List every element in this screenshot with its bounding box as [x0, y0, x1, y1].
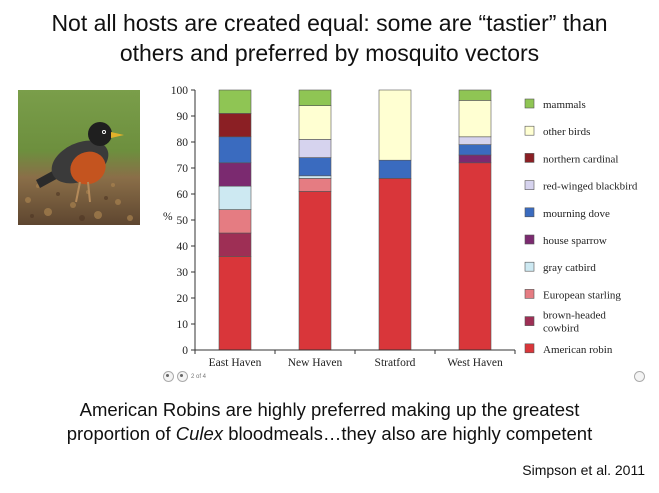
legend-label-european-starling: European starling [543, 289, 621, 301]
bar-segment-stratford-mourning-dove [378, 159, 412, 179]
y-tick-label: 80 [177, 137, 189, 149]
legend-label-red-winged-blackbird: red-winged blackbird [543, 181, 638, 193]
legend-swatch-house-sparrow [524, 234, 535, 245]
legend-label-gray-catbird: gray catbird [543, 262, 596, 274]
bar-segment-new-haven-red-winged-blackbird [298, 139, 332, 158]
pager: 2 of 4 [163, 371, 206, 382]
bars-layer [218, 89, 492, 351]
bar-segment-east-haven-mammals [218, 89, 252, 114]
bar-segment-east-haven-northern-cardinal [218, 113, 252, 138]
x-tick-label-new-haven: New Haven [288, 357, 343, 369]
bar-segment-east-haven-american-robin [218, 256, 252, 351]
x-tick-label-stratford: Stratford [375, 357, 416, 369]
legend-label-brown-headed-cowbird: brown-headed cowbird [543, 310, 606, 335]
y-tick-label: 90 [177, 111, 189, 123]
bar-segment-west-haven-american-robin [458, 162, 492, 351]
caption-line-2: proportion of Culex bloodmeals…they also… [0, 422, 659, 446]
bar-segment-new-haven-american-robin [298, 191, 332, 351]
legend-swatch-european-starling [524, 289, 535, 299]
bar-segment-east-haven-european-starling [218, 209, 252, 234]
y-tick-label: 40 [177, 241, 189, 253]
legend-label-northern-cardinal: northern cardinal [543, 153, 618, 165]
american-robin-photo [18, 90, 140, 225]
y-tick-label: 60 [177, 189, 189, 201]
caption-line-1: American Robins are highly preferred mak… [79, 399, 580, 420]
legend-swatch-american-robin [524, 343, 535, 354]
bar-segment-east-haven-house-sparrow [218, 162, 252, 187]
y-tick-label: 30 [177, 267, 189, 279]
bar-segment-east-haven-brown-headed-cowbird [218, 232, 252, 257]
y-tick-label: 0 [182, 345, 188, 357]
y-tick-label: 10 [177, 319, 189, 331]
close-icon[interactable] [634, 371, 645, 382]
bar-segment-west-haven-house-sparrow [458, 154, 492, 164]
prev-page-icon[interactable] [163, 371, 174, 382]
host-preference-stacked-bar-chart: 0 10 20 30 40 50 60 70 80 90 100% East Haven New Hav… [163, 85, 638, 369]
bar-segment-stratford-american-robin [378, 178, 412, 351]
bar-segment-new-haven-gray-catbird [298, 175, 332, 179]
bar-segment-stratford-other-birds [378, 89, 412, 161]
caption-culex: Culex [175, 423, 224, 444]
legend-swatch-brown-headed-cowbird [524, 316, 535, 326]
legend-label-american-robin: American robin [543, 344, 613, 356]
y-tick-label: 70 [177, 163, 189, 175]
slide-title-line-1: Not all hosts are created equal: some ar… [51, 10, 608, 36]
bar-segment-west-haven-mammals [458, 89, 492, 101]
axes-layer: 0 10 20 30 40 50 60 70 80 90 100% East Haven New Hav… [163, 85, 516, 369]
bar-segment-new-haven-mourning-dove [298, 157, 332, 177]
legend-label-other-birds: other birds [543, 126, 590, 138]
legend-swatch-other-birds [524, 125, 535, 136]
legend-swatch-mammals [524, 98, 535, 109]
legend-label-mourning-dove: mourning dove [543, 208, 610, 220]
bar-segment-east-haven-gray-catbird [218, 185, 252, 210]
legend-label-house-sparrow: house sparrow [543, 235, 607, 247]
slide-caption: American Robins are highly preferred mak… [0, 398, 659, 446]
legend-swatch-northern-cardinal [524, 153, 535, 163]
y-tick-label: 20 [177, 293, 189, 305]
slide-title-line-2: others and preferred by mosquito vectors [119, 40, 540, 66]
bar-segment-new-haven-other-birds [298, 105, 332, 140]
legend-swatch-gray-catbird [524, 261, 535, 272]
bar-segment-west-haven-red-winged-blackbird [458, 136, 492, 145]
bar-segment-west-haven-mourning-dove [458, 144, 492, 156]
legend: mammals other birds northern cardinal red-w… [524, 98, 638, 356]
caption-line-2-post: bloodmeals…they also are highly competen… [223, 423, 593, 444]
y-tick-label: 100 [171, 85, 189, 97]
legend-swatch-red-winged-blackbird [524, 180, 535, 190]
slide-title: Not all hosts are created equal: some ar… [0, 8, 659, 68]
bar-segment-new-haven-european-starling [298, 178, 332, 192]
x-tick-label-west-haven: West Haven [447, 357, 503, 369]
legend-swatch-mourning-dove [524, 207, 535, 218]
bar-segment-new-haven-mammals [298, 89, 332, 106]
legend-label-mammals: mammals [543, 99, 586, 111]
bar-segment-east-haven-mourning-dove [218, 136, 252, 164]
y-tick-label: 50 [177, 215, 189, 227]
citation: Simpson et al. 2011 [522, 462, 645, 478]
caption-line-2-pre: proportion of [66, 423, 176, 444]
pager-text: 2 of 4 [191, 373, 207, 380]
robin-illustration [18, 90, 140, 225]
next-page-icon[interactable] [177, 371, 188, 382]
bar-segment-west-haven-other-birds [458, 100, 492, 138]
y-axis-label: % [163, 211, 173, 223]
x-tick-label-east-haven: East Haven [209, 357, 262, 369]
